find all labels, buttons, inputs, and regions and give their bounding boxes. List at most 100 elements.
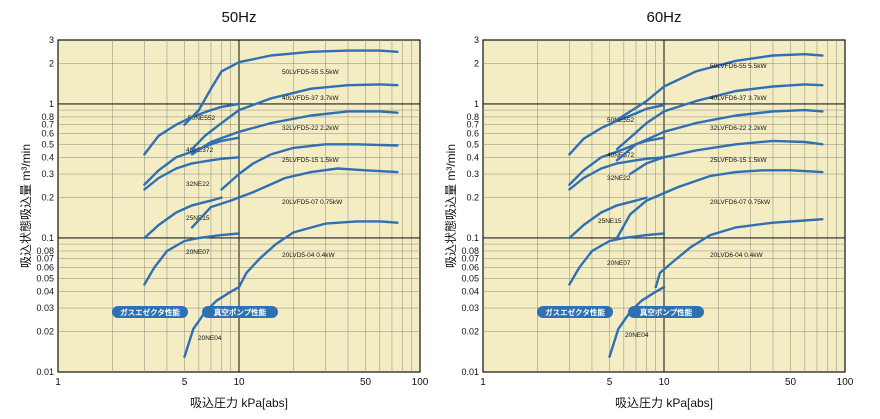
chart-panel-50hz: 3210.80.70.60.50.40.30.20.10.080.070.060… [18,9,429,410]
chart-title: 50Hz [221,9,256,26]
y-tick-label: 0.04 [36,286,54,296]
x-tick-label: 100 [837,377,854,388]
y-tick-label: 2 [49,59,54,69]
y-tick-label: 0.02 [36,327,54,337]
series-label: 40LVFD5-37 3.7kW [282,95,339,102]
y-tick-label: 0.06 [36,263,54,273]
y-tick-label: 0.08 [36,246,54,256]
y-tick-label: 0.02 [461,327,479,337]
performance-badge-label: 真空ポンプ性能 [640,307,693,317]
series-label: 50NE552 [188,115,215,122]
series-line-25ne15 [568,196,648,240]
x-tick-label: 10 [658,377,670,388]
y-tick-label: 0.5 [466,139,479,149]
y-tick-label: 0.3 [466,169,479,179]
y-tick-label: 0.4 [41,152,54,162]
y-tick-label: 0.01 [461,367,479,377]
series-label: 40LVFD6-37 3.7kW [710,95,767,102]
series-label: 25LVFD5-15 1.5kW [282,157,339,164]
x-axis-label: 吸込圧力 kPa[abs] [615,396,713,410]
x-tick-label: 100 [412,377,429,388]
y-tick-label: 0.05 [461,273,479,283]
performance-badge-label: 真空ポンプ性能 [214,307,267,317]
performance-badge [202,306,278,318]
x-tick-label: 1 [480,377,486,388]
y-tick-label: 0.06 [461,263,479,273]
series-label: 25NE15 [186,215,210,222]
series-line-20lvfd6-07 [615,169,824,240]
series-line-25lvfd5-15 [220,143,399,191]
y-tick-label: 0.8 [41,112,54,122]
series-line-50lvfd6-55 [608,53,824,126]
y-tick-label: 0.03 [36,303,54,313]
performance-badge-label: ガスエゼクタ性能 [545,307,605,317]
y-tick-label: 1 [49,99,54,109]
y-tick-label: 1 [474,99,479,109]
series-line-32ne22 [568,156,666,191]
series-line-50lvfd5-55 [183,49,399,126]
y-tick-label: 0.4 [466,152,479,162]
x-axis-label: 吸込圧力 kPa[abs] [190,396,288,410]
series-label: 20NE07 [186,249,210,256]
series-label: 40NE372 [607,152,634,159]
y-tick-label: 0.3 [41,169,54,179]
x-tick-label: 50 [360,377,372,388]
series-line-20lvd5-04 [237,220,399,289]
series-line-25ne15 [143,196,223,240]
series-label: 32NE22 [186,181,210,188]
series-label: 20LVD5-04 0.4kW [282,252,335,259]
x-tick-label: 50 [785,377,797,388]
series-label: 20NE04 [625,332,649,339]
x-tick-label: 10 [233,377,245,388]
y-axis-label: 吸込状態吸込量 m³/min [18,144,33,268]
y-tick-label: 0.05 [36,273,54,283]
series-line-32ne22 [143,156,241,191]
y-tick-label: 0.8 [466,112,479,122]
series-label: 32LVFD5-22 2.2kW [282,125,339,132]
y-tick-label: 0.6 [41,129,54,139]
series-label: 25NE15 [598,218,622,225]
y-tick-label: 0.07 [36,254,54,264]
series-line-20ne07 [568,232,666,286]
series-line-20ne07 [143,232,241,286]
y-tick-label: 0.1 [41,233,54,243]
series-label: 20LVFD5-07 0.75kW [282,199,343,206]
y-tick-label: 3 [474,35,479,45]
series-label: 20LVD6-04 0.4kW [710,252,763,259]
y-tick-label: 0.5 [41,139,54,149]
series-line-32lvfd6-22 [615,108,824,162]
x-tick-label: 5 [182,377,188,388]
y-tick-label: 0.7 [41,120,54,130]
y-axis-label: 吸込状態吸込量 m³/min [443,144,458,268]
series-line-25lvfd6-15 [628,139,824,176]
performance-badge [112,306,188,318]
series-line-20lvd6-04 [654,218,824,289]
y-tick-label: 0.08 [461,246,479,256]
series-line-32lvfd5-22 [190,110,399,156]
y-tick-label: 0.6 [466,129,479,139]
series-label: 25LVFD6-15 1.5kW [710,157,767,164]
series-label: 50LVFD5-55 5.5kW [282,69,339,76]
series-line-40lvfd6-37 [615,83,824,151]
y-tick-label: 0.01 [36,367,54,377]
x-tick-label: 1 [55,377,61,388]
series-label: 20NE07 [607,260,631,267]
series-line-20lvfd5-07 [190,167,399,229]
series-label: 32NE22 [607,175,631,182]
y-tick-label: 2 [474,59,479,69]
series-label: 20LVFD6-07 0.75kW [710,199,771,206]
y-tick-label: 0.04 [461,286,479,296]
series-label: 20NE04 [198,335,222,342]
y-tick-label: 0.7 [466,120,479,130]
chart-title: 60Hz [646,9,681,26]
series-label: 50LVFD6-55 5.5kW [710,63,767,70]
y-tick-label: 0.1 [466,233,479,243]
y-tick-label: 0.2 [41,193,54,203]
performance-badge [537,306,613,318]
series-line-40lvfd5-37 [190,83,399,151]
chart-panel-60hz: 3210.80.70.60.50.40.30.20.10.080.070.060… [443,9,854,410]
performance-badge [628,306,704,318]
performance-badge-label: ガスエゼクタ性能 [120,307,180,317]
y-tick-label: 0.03 [461,303,479,313]
y-tick-label: 0.2 [466,193,479,203]
